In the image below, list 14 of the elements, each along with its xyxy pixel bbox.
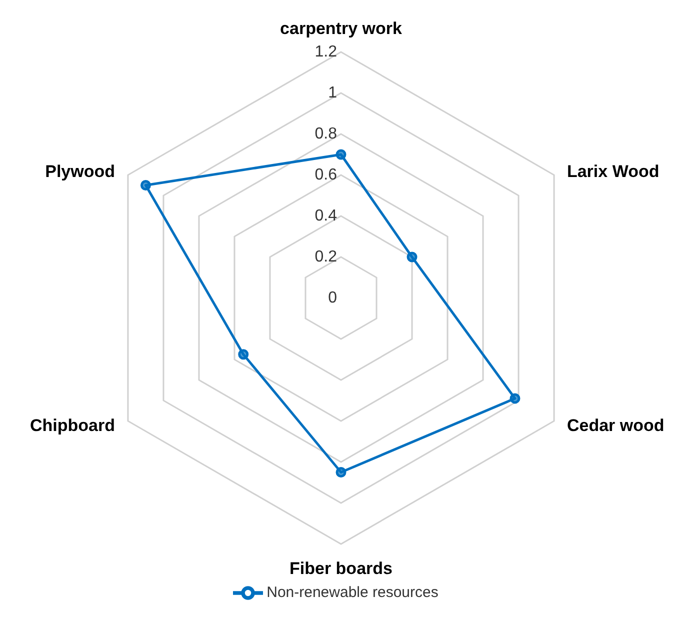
spoke-label: Plywood bbox=[45, 162, 116, 181]
legend-label: Non-renewable resources bbox=[266, 584, 438, 601]
y-tick-label: 0.2 bbox=[314, 248, 338, 266]
y-tick-label: 0.8 bbox=[314, 126, 338, 142]
y-tick-label: 1 bbox=[328, 84, 338, 102]
spoke-label: carpentry work bbox=[280, 19, 402, 38]
y-tick-label: 0.4 bbox=[314, 208, 338, 224]
spoke-label: Cedar wood bbox=[566, 416, 664, 435]
y-tick-label: 0.6 bbox=[314, 166, 338, 184]
spoke-label: Chipboard bbox=[30, 416, 116, 435]
spoke-label: Fiber boards bbox=[290, 559, 392, 578]
y-tick-label: 0 bbox=[328, 290, 338, 306]
y-tick-label: 1.2 bbox=[314, 44, 338, 60]
spoke-label: Larix Wood bbox=[566, 162, 660, 181]
